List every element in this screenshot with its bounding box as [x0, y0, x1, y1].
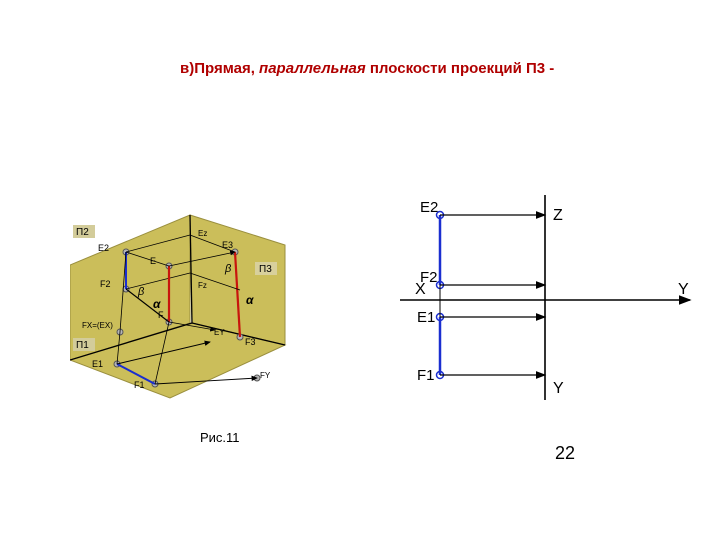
lbl-E3: E3 — [222, 240, 233, 250]
lbl-Ey: EY — [214, 328, 225, 337]
lbl-F2: F2 — [100, 279, 111, 289]
lbl-F1r: F1 — [417, 367, 435, 384]
lbl-Z: Z — [553, 207, 563, 224]
plane-p3-label: П3 — [259, 264, 272, 275]
title-italic: параллельная — [259, 60, 366, 77]
left-svg: П2 П3 П1 FX=(EX) E2 F2 Ez Fz — [70, 210, 300, 400]
lbl-beta2: β — [224, 263, 232, 275]
page-number: 22 — [555, 443, 575, 464]
lbl-beta1: β — [137, 286, 145, 298]
lbl-Yd: Y — [553, 380, 564, 397]
lbl-FxEx: FX=(EX) — [82, 321, 113, 330]
lbl-Fz: Fz — [198, 281, 207, 290]
plane-p2-label: П2 — [76, 227, 89, 238]
lbl-E2: E2 — [98, 243, 109, 253]
diagram-title: в)Прямая, параллельная плоскости проекци… — [180, 60, 554, 77]
lbl-F2r: F2 — [420, 269, 438, 286]
lbl-Fy: FY — [260, 371, 271, 380]
page: в)Прямая, параллельная плоскости проекци… — [0, 0, 720, 540]
lbl-Ez: Ez — [198, 229, 207, 238]
left-3d-diagram: П2 П3 П1 FX=(EX) E2 F2 Ez Fz — [70, 210, 300, 400]
lbl-E2r: E2 — [420, 199, 438, 216]
lbl-F3: F3 — [245, 337, 256, 347]
right-epure: Z Y Y X E2 F2 E1 F1 — [395, 190, 695, 420]
lbl-F1: F1 — [134, 380, 145, 390]
lbl-Yr: Y — [678, 281, 689, 298]
lbl-alpha1: α — [153, 297, 161, 311]
right-svg: Z Y Y X E2 F2 E1 F1 — [395, 190, 695, 420]
title-prefix: в)Прямая, — [180, 60, 259, 77]
lbl-E1: E1 — [92, 359, 103, 369]
title-suffix: плоскости проекций П3 - — [366, 60, 555, 77]
lbl-alpha2: α — [246, 293, 254, 307]
lbl-E1r: E1 — [417, 309, 435, 326]
figure-caption: Рис.11 — [200, 430, 240, 445]
plane-p1-label: П1 — [76, 340, 89, 351]
